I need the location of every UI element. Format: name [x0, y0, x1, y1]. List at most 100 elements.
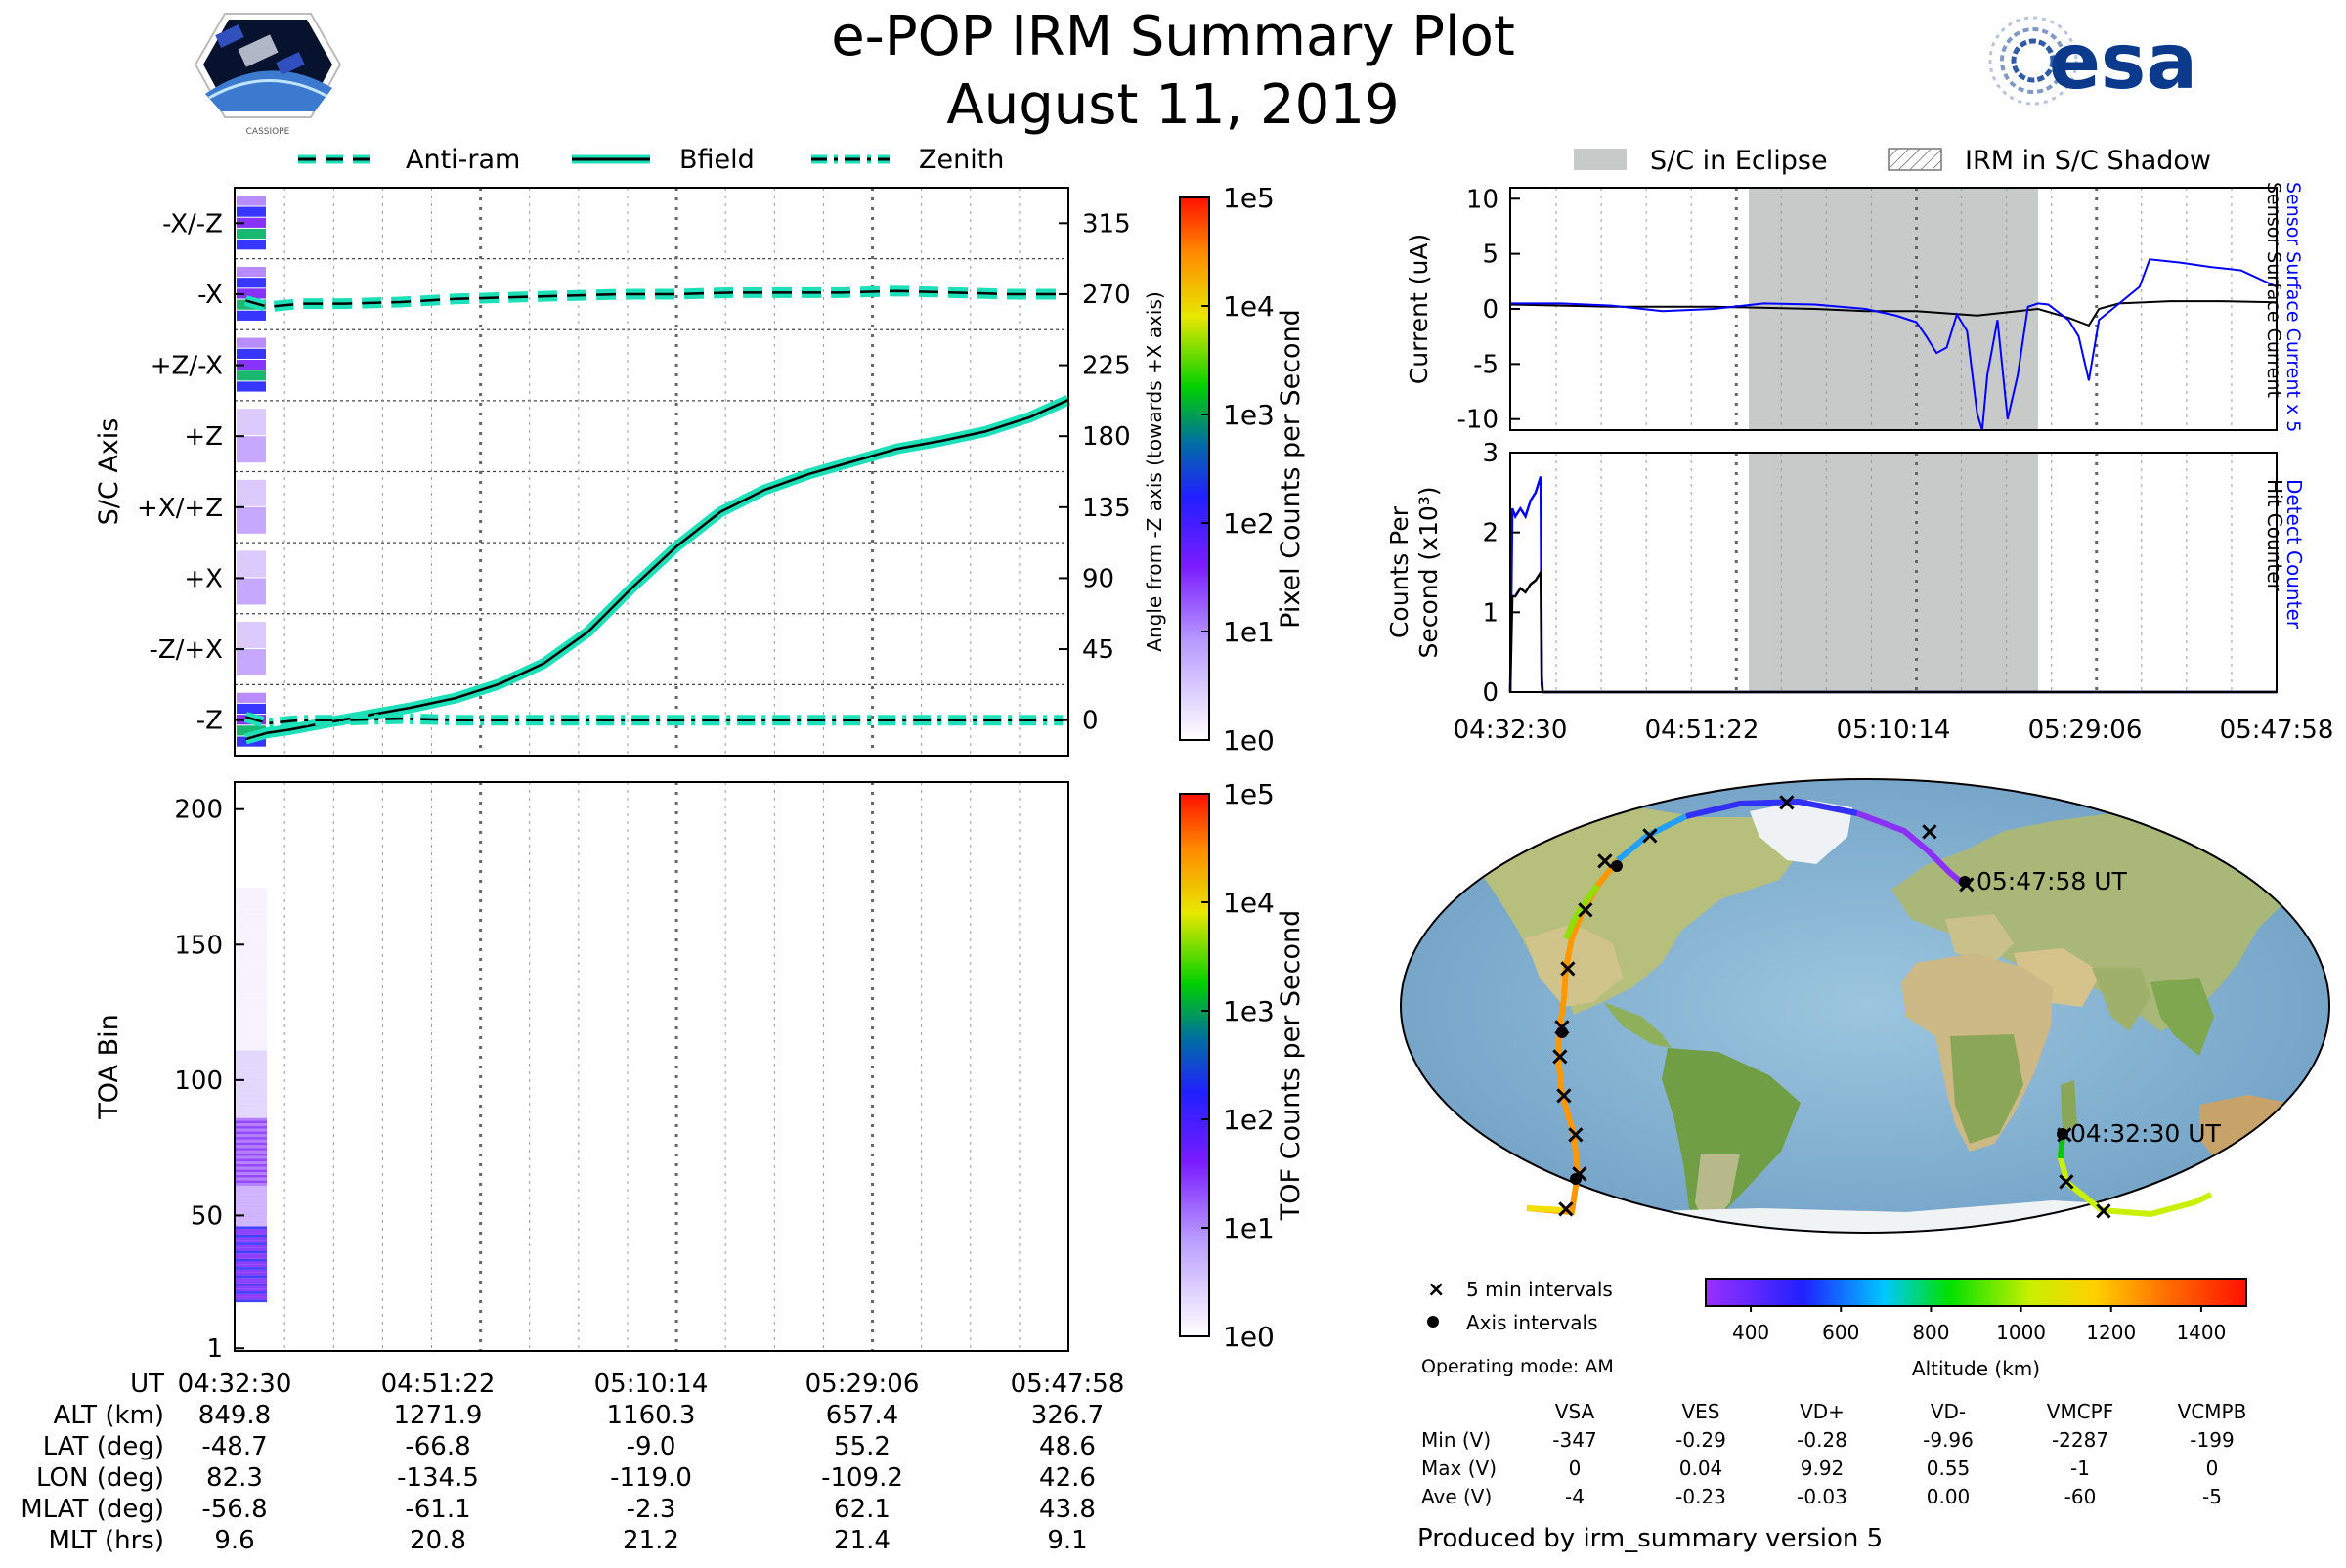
y-axis-right-label-2: Sensor Surface Current — [2263, 182, 2284, 398]
toa-heatmap-cell — [236, 1104, 267, 1108]
toa-heatmap-cell — [236, 1042, 267, 1045]
toa-heatmap-cell — [236, 1232, 267, 1235]
y-tick-label: 3 — [1482, 439, 1499, 468]
toa-heatmap-cell — [236, 1061, 267, 1065]
heatmap-cell — [237, 370, 266, 381]
orbit-track-arctic-segment — [1685, 798, 1858, 819]
ephemeris-cell: 05:29:06 — [805, 1370, 920, 1399]
cross-marker-icon: × — [1594, 847, 1616, 876]
ephemeris-cell: 04:32:30 — [178, 1370, 292, 1399]
dot-marker-icon — [1570, 1173, 1582, 1185]
y-angle-tick-label: 180 — [1082, 422, 1131, 452]
voltage-column-header: VES — [1681, 1400, 1719, 1423]
heatmap-cell — [237, 550, 266, 578]
voltage-cell: -0.29 — [1675, 1428, 1726, 1452]
toa-heatmap-cell — [236, 1212, 267, 1216]
map-legend-cross-label: 5 min intervals — [1466, 1278, 1613, 1301]
colorbar-tick-label: 1e1 — [1223, 616, 1275, 648]
voltage-cell: 0.55 — [1927, 1457, 1971, 1480]
toa-heatmap-cell — [236, 1145, 267, 1149]
ephemeris-cell: 21.2 — [623, 1526, 679, 1555]
legend-label-anti-ram: Anti-ram — [406, 145, 520, 175]
operating-mode: Operating mode: AM — [1421, 1356, 1614, 1377]
toa-heatmap-cell — [236, 1198, 267, 1202]
toa-heatmap-cell — [236, 1114, 267, 1118]
ephemeris-row-label: ALT (km) — [53, 1401, 164, 1430]
toa-heatmap-cell — [236, 1256, 267, 1259]
y-tick-label: 2 — [1482, 519, 1499, 548]
toa-heatmap-cell — [236, 1185, 267, 1189]
heatmap-cell — [237, 288, 266, 299]
orbit-track-green-segment — [1563, 884, 1600, 940]
voltage-cell: -199 — [2190, 1428, 2234, 1452]
pixel-count-heatmap-strip — [237, 196, 266, 747]
toa-heatmap-cell — [236, 1039, 267, 1043]
toa-heatmap-cell — [236, 1299, 267, 1303]
cross-marker-icon: × — [1565, 1120, 1586, 1150]
ephemeris-cell: 657.4 — [826, 1401, 898, 1430]
y-tick-label: 150 — [174, 931, 223, 960]
voltage-column-header: VSA — [1555, 1400, 1595, 1423]
ephemeris-cell: 9.6 — [214, 1526, 254, 1555]
toa-heatmap-cell — [236, 1123, 267, 1126]
toa-heatmap-cell — [236, 952, 267, 956]
y-tick-label: 100 — [174, 1067, 223, 1096]
toa-heatmap-cell — [236, 1264, 267, 1268]
toa-heatmap-cell — [236, 1148, 267, 1151]
toa-heatmap-cell — [236, 1107, 267, 1111]
toa-heatmap-cell — [236, 1055, 267, 1059]
heatmap-cell — [237, 649, 266, 676]
voltage-column-header: VD- — [1931, 1400, 1966, 1423]
toa-heatmap-cell — [236, 1215, 267, 1219]
toa-heatmap-cell — [236, 1082, 267, 1086]
voltage-cell: -1 — [2070, 1457, 2090, 1480]
cross-marker-icon: × — [1639, 821, 1661, 850]
toa-heatmap-cell — [236, 1088, 267, 1091]
toa-heatmap-cell — [236, 1155, 267, 1159]
toa-heatmap-cell — [236, 980, 267, 983]
toa-heatmap-cell — [236, 1197, 267, 1199]
voltage-row-label: Max (V) — [1421, 1457, 1497, 1480]
y-axis-label-line-2: Second (x10³) — [1414, 486, 1443, 658]
ephemeris-cell: 9.1 — [1047, 1526, 1087, 1555]
altitude-tick-label: 1000 — [1996, 1321, 2046, 1344]
altitude-tick-label: 400 — [1732, 1321, 1769, 1344]
new-zealand-shape — [2326, 1154, 2329, 1193]
toa-heatmap-cell — [236, 966, 267, 970]
time-tick-label: 05:10:14 — [1837, 716, 1951, 745]
heatmap-cell — [237, 578, 266, 605]
ephemeris-row-label: MLAT (deg) — [21, 1495, 164, 1524]
dot-marker-icon — [1611, 860, 1623, 872]
toa-heatmap-cell — [236, 1134, 267, 1138]
ephemeris-cell: 1160.3 — [607, 1401, 696, 1430]
toa-heatmap-cell — [236, 1067, 267, 1069]
toa-heatmap-cell — [236, 1053, 267, 1056]
dot-marker-icon — [2057, 1128, 2068, 1140]
ephemeris-cell: 82.3 — [206, 1463, 263, 1493]
toa-heatmap-cell — [236, 914, 267, 918]
toa-heatmap-cell — [236, 928, 267, 932]
toa-heatmap-cell — [236, 1244, 267, 1248]
voltage-cell: -2287 — [2052, 1428, 2108, 1452]
india-shape — [2092, 968, 2150, 1031]
toa-heatmap-cell — [236, 890, 267, 893]
colorbar-label: Pixel Counts per Second — [1276, 309, 1306, 629]
voltage-column-header: VD+ — [1800, 1400, 1845, 1423]
toa-heatmap-cell — [236, 955, 267, 959]
map-start-label: 04:32:30 UT — [2070, 1119, 2222, 1148]
ephemeris-cell: 43.8 — [1039, 1495, 1096, 1524]
toa-heatmap-cell — [236, 944, 267, 948]
altitude-colorbar: 400 600 800 1000 1200 1400 Altitude (km) — [1705, 1278, 2247, 1380]
toa-heatmap-cell — [236, 1102, 267, 1105]
legend-label-bfield: Bfield — [679, 145, 755, 175]
colorbar-tick-label: 1e2 — [1223, 507, 1275, 540]
ephemeris-cell: -56.8 — [201, 1495, 267, 1524]
y-category-label: +Z — [184, 422, 223, 452]
legend-right: S/C in Eclipse IRM in S/C Shadow — [1574, 146, 2211, 176]
toa-heatmap-cell — [236, 1047, 267, 1051]
toa-heatmap-cell — [236, 898, 267, 901]
y-category-label: +X — [184, 564, 223, 593]
toa-heatmap-cell — [236, 987, 267, 991]
toa-heatmap-cell — [236, 977, 267, 980]
